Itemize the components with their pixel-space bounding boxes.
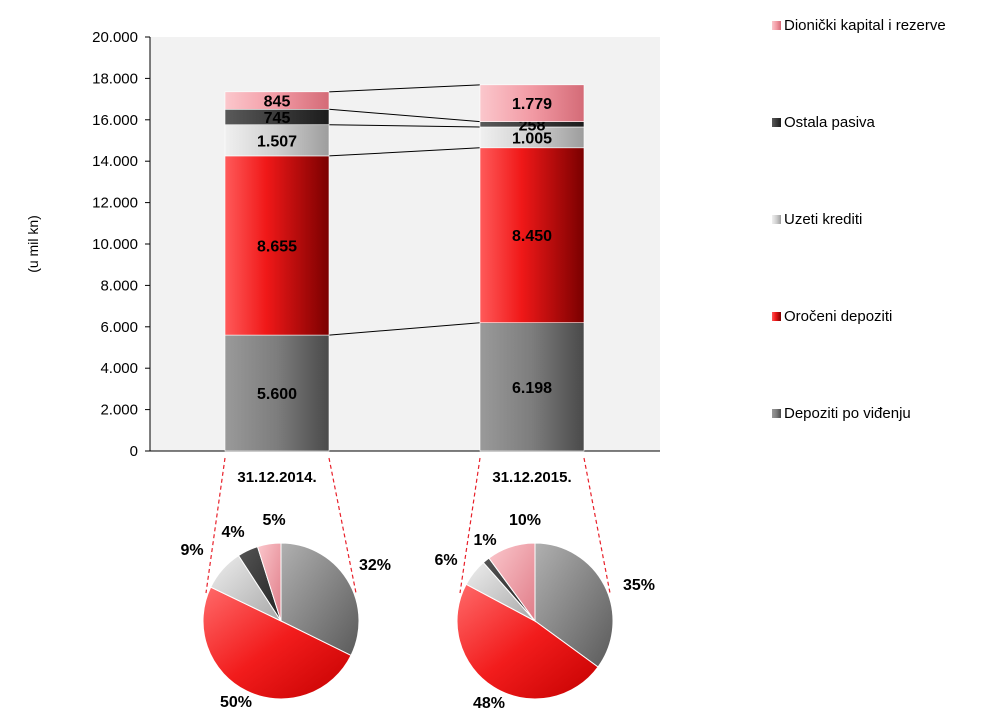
legend-swatch [772,118,781,127]
legend-label: Depoziti po viđenju [784,405,911,422]
pie-percent-label: 32% [359,557,391,574]
zoom-line [459,457,481,594]
pie-slice [534,542,614,668]
legend-label: Dionički kapital i rezerve [784,17,946,34]
data-label: 845 [264,94,291,111]
pie-percent-label: 48% [473,695,505,712]
category-label: 31.12.2015. [492,469,571,486]
legend-swatch [772,312,781,321]
bar-segment [224,124,330,157]
y-axis-label: (u mil kn) [25,215,41,273]
pie-percent-label: 10% [509,512,541,529]
pie-percent-label: 50% [220,694,252,711]
pie-percent-label: 9% [180,542,203,559]
data-label: 8.655 [257,239,297,256]
pie-percent-label: 5% [262,512,285,529]
stacked-bars: 5.6008.6551.5077458456.1988.4501.0052581… [224,84,585,452]
y-tick-label: 2.000 [100,402,138,419]
connector-line [328,147,481,157]
legend-swatch [772,215,781,224]
y-tick-label: 14.000 [92,153,138,170]
legend-label: Uzeti krediti [784,211,862,228]
bar-segment [479,84,585,122]
pie-slice [280,542,360,657]
zoom-line [583,457,611,594]
pie-percent-label: 1% [473,532,496,549]
y-tick-label: 12.000 [92,195,138,212]
y-tick-label: 8.000 [100,277,138,294]
zoom-line [205,457,226,594]
y-tick-label: 20.000 [92,29,138,46]
category-labels: 31.12.2014. 31.12.2015. [237,469,571,486]
bar-segment [479,322,585,452]
y-tick-label: 10.000 [92,236,138,253]
connector-line [328,124,481,128]
data-label: 1.507 [257,133,297,150]
y-tick-label: 4.000 [100,360,138,377]
y-tick-label: 6.000 [100,319,138,336]
legend-swatch [772,21,781,30]
y-axis: 0 2.000 4.000 6.000 8.000 10.000 12.000 14.000 1… [92,29,660,460]
connector-line [328,84,481,93]
pie-slice [256,542,282,622]
data-label: 1.779 [512,96,552,113]
pie-percent-label: 4% [221,524,244,541]
y-tick-label: 0 [130,443,138,460]
data-label: 8.450 [512,228,552,245]
data-label: 5.600 [257,386,297,403]
pie-percent-label: 35% [623,577,655,594]
connector-line [328,108,481,123]
legend-swatch [772,409,781,418]
pie-slice [456,583,599,700]
connector-lines [328,84,481,336]
y-tick-label: 18.000 [92,70,138,87]
y-tick-label: 16.000 [92,112,138,129]
legend-label: Ostala pasiva [784,114,876,131]
legend: Dionički kapital i rezerve Ostala pasiva U… [772,17,946,422]
bar-segment [224,91,330,110]
pie-slice [488,542,536,623]
pie-percent-label: 6% [434,552,457,569]
bar-segment [224,155,330,336]
pie-slice [202,586,352,700]
pie-charts: 32% 50% 9% 4% 5% 35% 48% 6% 1% 10% [180,457,655,712]
bar-segment [224,334,330,452]
bar-segment [479,147,585,324]
data-label: 745 [264,110,291,127]
data-label: 6.198 [512,380,552,397]
connector-line [328,322,481,336]
legend-label: Oročeni depoziti [784,308,892,325]
category-label: 31.12.2014. [237,469,316,486]
data-label: 1.005 [512,130,552,147]
zoom-line [328,457,357,594]
